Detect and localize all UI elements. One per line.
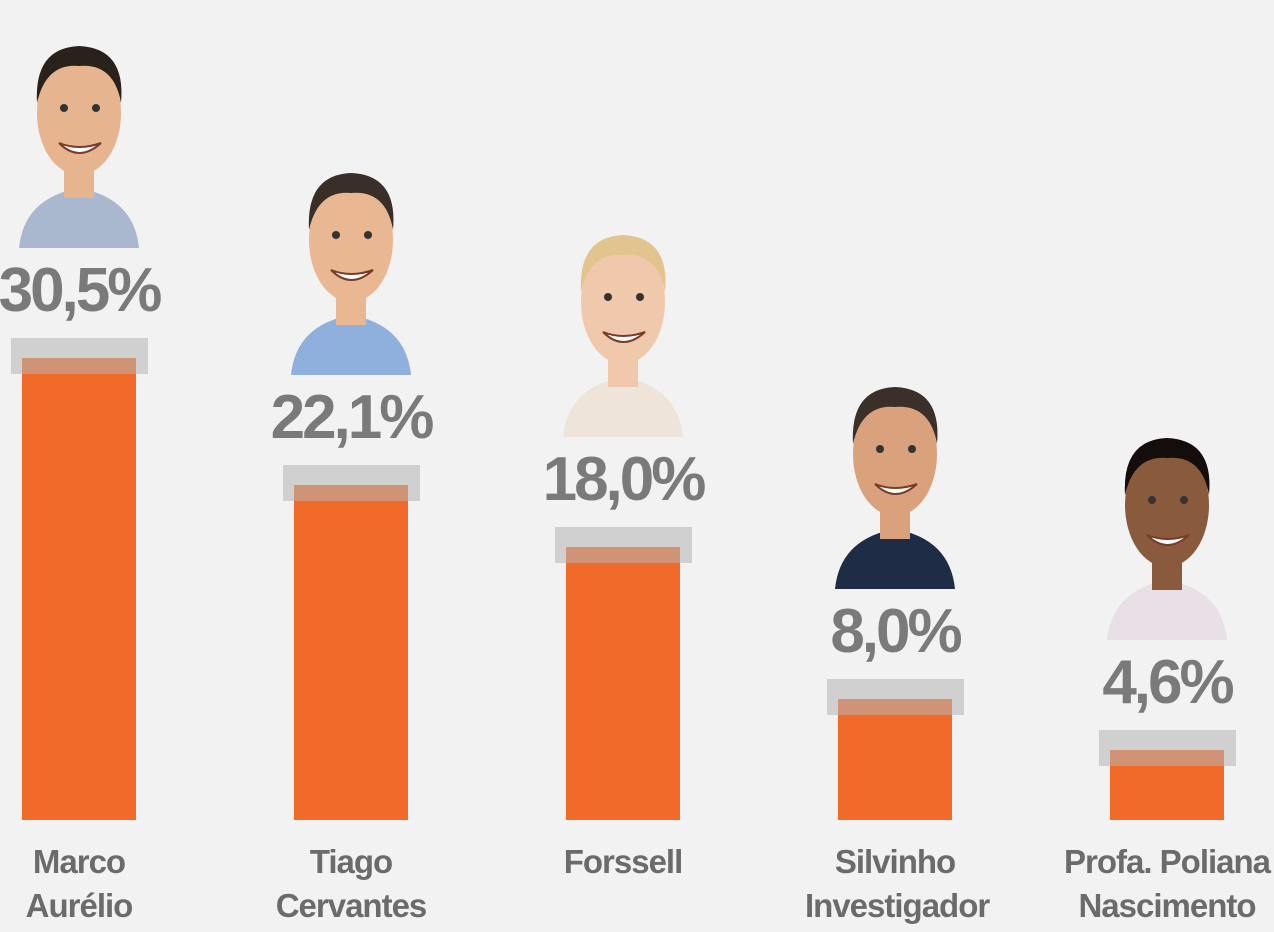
- candidate-portrait: [1107, 438, 1227, 641]
- bar-cap: [555, 527, 692, 564]
- value-label: 30,5%: [0, 256, 162, 325]
- bar-cap: [11, 338, 148, 374]
- category-label: Marco Aurélio: [25, 843, 134, 924]
- bar: [22, 358, 136, 820]
- category-label: Forssell: [563, 843, 684, 880]
- bar: [838, 698, 952, 820]
- candidate-portrait: [563, 235, 683, 438]
- value-label: 22,1%: [270, 383, 435, 453]
- bar: [294, 485, 408, 820]
- bar: [566, 547, 680, 820]
- bar-cap: [283, 465, 420, 502]
- candidate-portrait: [835, 386, 955, 589]
- value-label: 18,0%: [542, 445, 707, 515]
- candidate-portrait: [291, 173, 411, 376]
- candidate-portrait: [19, 46, 139, 248]
- value-label: 4,6%: [1102, 648, 1234, 718]
- category-label: Tiago Cervantes: [275, 843, 428, 924]
- bar-cap: [827, 678, 964, 715]
- category-label: Profa. Poliana Nascimento: [1063, 843, 1271, 924]
- value-label: 8,0%: [830, 596, 962, 666]
- bar-cap: [1099, 730, 1236, 767]
- category-label: Silvinho Investigador: [805, 843, 990, 924]
